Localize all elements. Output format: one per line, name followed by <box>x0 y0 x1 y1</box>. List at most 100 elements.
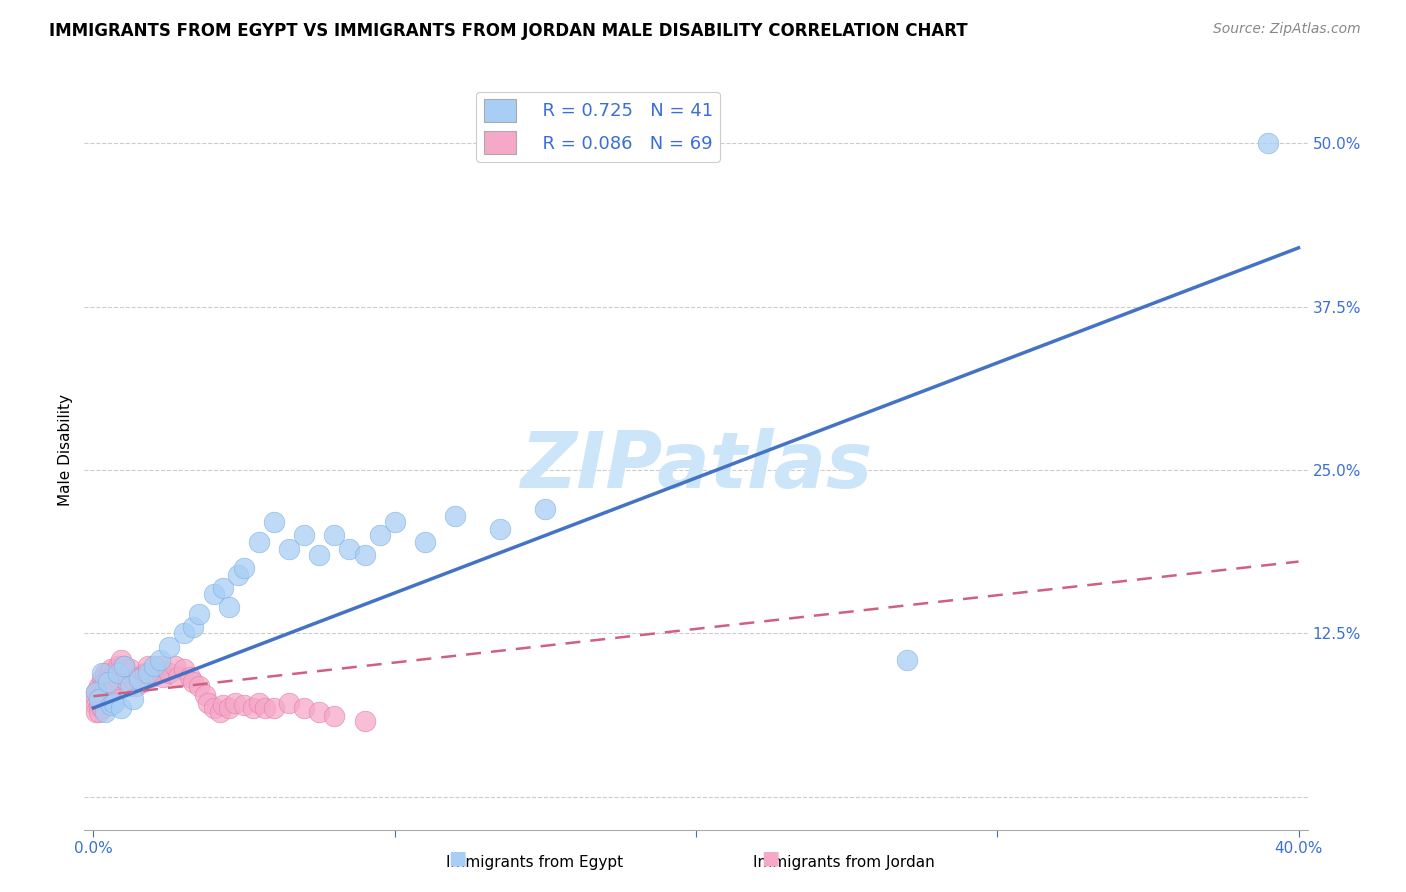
Point <box>97 691 120 706</box>
Point <box>181 674 204 689</box>
Point <box>233 561 256 575</box>
Point <box>124 679 146 693</box>
Point <box>86 685 108 699</box>
Point <box>323 528 346 542</box>
Point <box>212 581 235 595</box>
Point <box>91 665 114 680</box>
Point <box>100 662 122 676</box>
Point <box>181 620 204 634</box>
Point <box>308 705 330 719</box>
Point <box>128 670 150 684</box>
Point <box>91 688 114 702</box>
Point <box>112 659 135 673</box>
Point <box>139 670 162 684</box>
Point <box>97 672 120 686</box>
Point <box>242 701 264 715</box>
Point <box>134 665 156 680</box>
Point <box>121 672 143 686</box>
Point <box>152 670 174 684</box>
Point <box>128 672 150 686</box>
Point <box>142 665 165 680</box>
Point <box>86 698 108 713</box>
Point <box>89 685 111 699</box>
Point <box>896 652 918 666</box>
Point <box>202 701 225 715</box>
Point <box>224 696 246 710</box>
Point <box>1257 136 1279 151</box>
Point <box>112 672 135 686</box>
Point <box>86 705 108 719</box>
Point <box>194 688 217 702</box>
Point <box>353 548 375 562</box>
Legend:   R = 0.725   N = 41,   R = 0.086   N = 69: R = 0.725 N = 41, R = 0.086 N = 69 <box>477 92 720 161</box>
Text: IMMIGRANTS FROM EGYPT VS IMMIGRANTS FROM JORDAN MALE DISABILITY CORRELATION CHAR: IMMIGRANTS FROM EGYPT VS IMMIGRANTS FROM… <box>49 22 967 40</box>
Text: ■: ■ <box>447 849 467 868</box>
Point <box>107 659 129 673</box>
Point <box>107 665 129 680</box>
Point <box>202 587 225 601</box>
Point <box>115 665 138 680</box>
Point <box>534 502 557 516</box>
Point <box>323 708 346 723</box>
Point <box>110 665 132 680</box>
Point <box>212 698 235 713</box>
Point <box>94 665 117 680</box>
Point <box>173 662 195 676</box>
Point <box>142 659 165 673</box>
Point <box>247 535 270 549</box>
Point <box>89 691 111 706</box>
Point <box>94 674 117 689</box>
Point <box>187 679 209 693</box>
Point <box>94 682 117 697</box>
Point <box>107 672 129 686</box>
Point <box>103 679 125 693</box>
Point <box>166 670 188 684</box>
Point <box>278 696 301 710</box>
Text: Immigrants from Jordan: Immigrants from Jordan <box>752 855 935 870</box>
Point <box>208 705 231 719</box>
Point <box>94 705 117 719</box>
Point <box>100 682 122 697</box>
Point <box>163 659 186 673</box>
Point <box>489 522 512 536</box>
Point <box>263 701 285 715</box>
Point <box>91 701 114 715</box>
Point <box>226 567 249 582</box>
Text: ■: ■ <box>761 849 780 868</box>
Point <box>131 674 153 689</box>
Point <box>86 691 108 706</box>
Point <box>173 626 195 640</box>
Point <box>91 679 114 693</box>
Point <box>118 662 141 676</box>
Point <box>149 659 172 673</box>
Point <box>94 691 117 706</box>
Point <box>254 701 277 715</box>
Point <box>89 679 111 693</box>
Text: Immigrants from Egypt: Immigrants from Egypt <box>446 855 623 870</box>
Point <box>118 679 141 693</box>
Point <box>86 685 108 699</box>
Text: Source: ZipAtlas.com: Source: ZipAtlas.com <box>1213 22 1361 37</box>
Point <box>292 701 315 715</box>
Point <box>121 691 143 706</box>
Point <box>97 674 120 689</box>
Point <box>157 640 180 654</box>
Point <box>89 705 111 719</box>
Point <box>97 665 120 680</box>
Point <box>292 528 315 542</box>
Point <box>89 698 111 713</box>
Point <box>100 672 122 686</box>
Point <box>103 665 125 680</box>
Point <box>339 541 361 556</box>
Point <box>413 535 436 549</box>
Point <box>100 698 122 713</box>
Point <box>308 548 330 562</box>
Point <box>218 600 240 615</box>
Point <box>157 665 180 680</box>
Point <box>233 698 256 713</box>
Y-axis label: Male Disability: Male Disability <box>58 394 73 507</box>
Point <box>187 607 209 621</box>
Point <box>278 541 301 556</box>
Point <box>384 516 406 530</box>
Point <box>263 516 285 530</box>
